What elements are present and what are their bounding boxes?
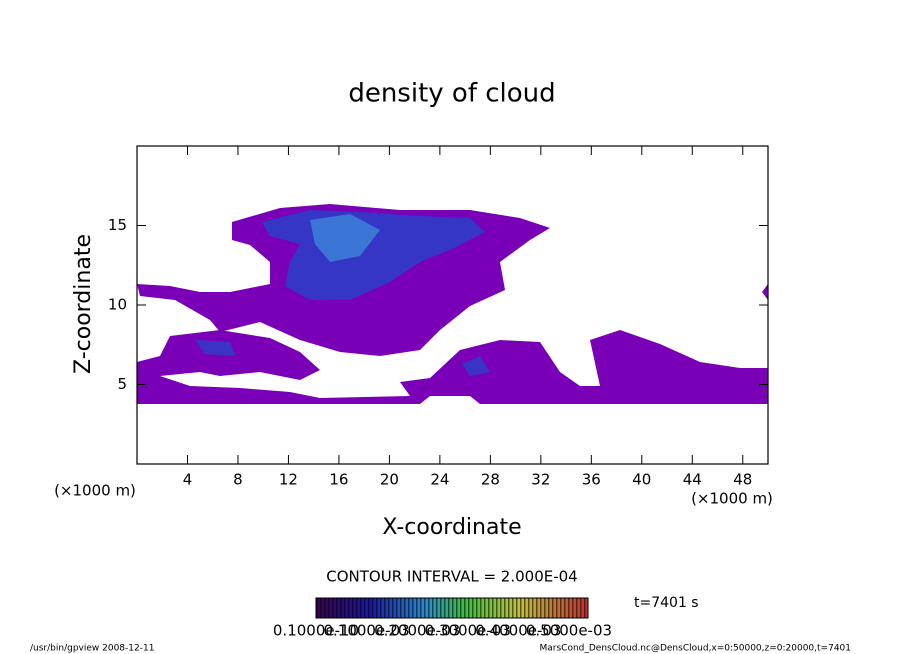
colorbar-label: 0.4000e-03 [475,622,561,640]
y-tick-label: 10 [108,296,127,314]
x-tick-label: 36 [582,471,601,489]
colorbar-frame [315,597,589,619]
x-axis-label: X-coordinate [382,515,521,540]
colorbar-label: 0.1000e-10 [273,622,359,640]
x-tick-label: 48 [733,471,752,489]
x-tick-label: 40 [632,471,651,489]
x-tick-label: 8 [233,471,243,489]
y-tick-label: 15 [108,216,127,234]
contour-interval: CONTOUR INTERVAL = 2.000E-04 [326,568,577,586]
y-axis-label: Z-coordinate [71,234,96,374]
chart-title: density of cloud [348,79,555,109]
cloud-core [195,340,236,356]
cloud-core [462,356,490,376]
x-unit: (×1000 m) [691,490,773,508]
x-tick-label: 44 [683,471,702,489]
x-tick-label: 16 [329,471,348,489]
footer-right: MarsCond_DensCloud.nc@DensCloud,x=0:5000… [540,644,852,654]
y-tick-label: 5 [117,375,127,393]
colorbar-label: 0.3000e-03 [425,622,511,640]
x-tick-label: 20 [380,471,399,489]
colorbar-label: 0.1000e-03 [323,622,409,640]
x-tick-label: 32 [531,471,550,489]
cloud-region [137,330,768,404]
time-label: t=7401 s [634,595,699,611]
x-tick-label: 28 [481,471,500,489]
y-unit: (×1000 m) [54,482,136,500]
x-tick-label: 4 [183,471,193,489]
footer-left: /usr/bin/gpview 2008-12-11 [30,644,154,654]
x-tick-label: 24 [430,471,449,489]
cloud-core [310,214,380,262]
x-tick-label: 12 [279,471,298,489]
cloud-region [762,284,768,300]
colorbar-label: 0.5000e-03 [526,622,612,640]
colorbar-label: 0.2000e-03 [374,622,460,640]
contour-field [137,204,768,404]
